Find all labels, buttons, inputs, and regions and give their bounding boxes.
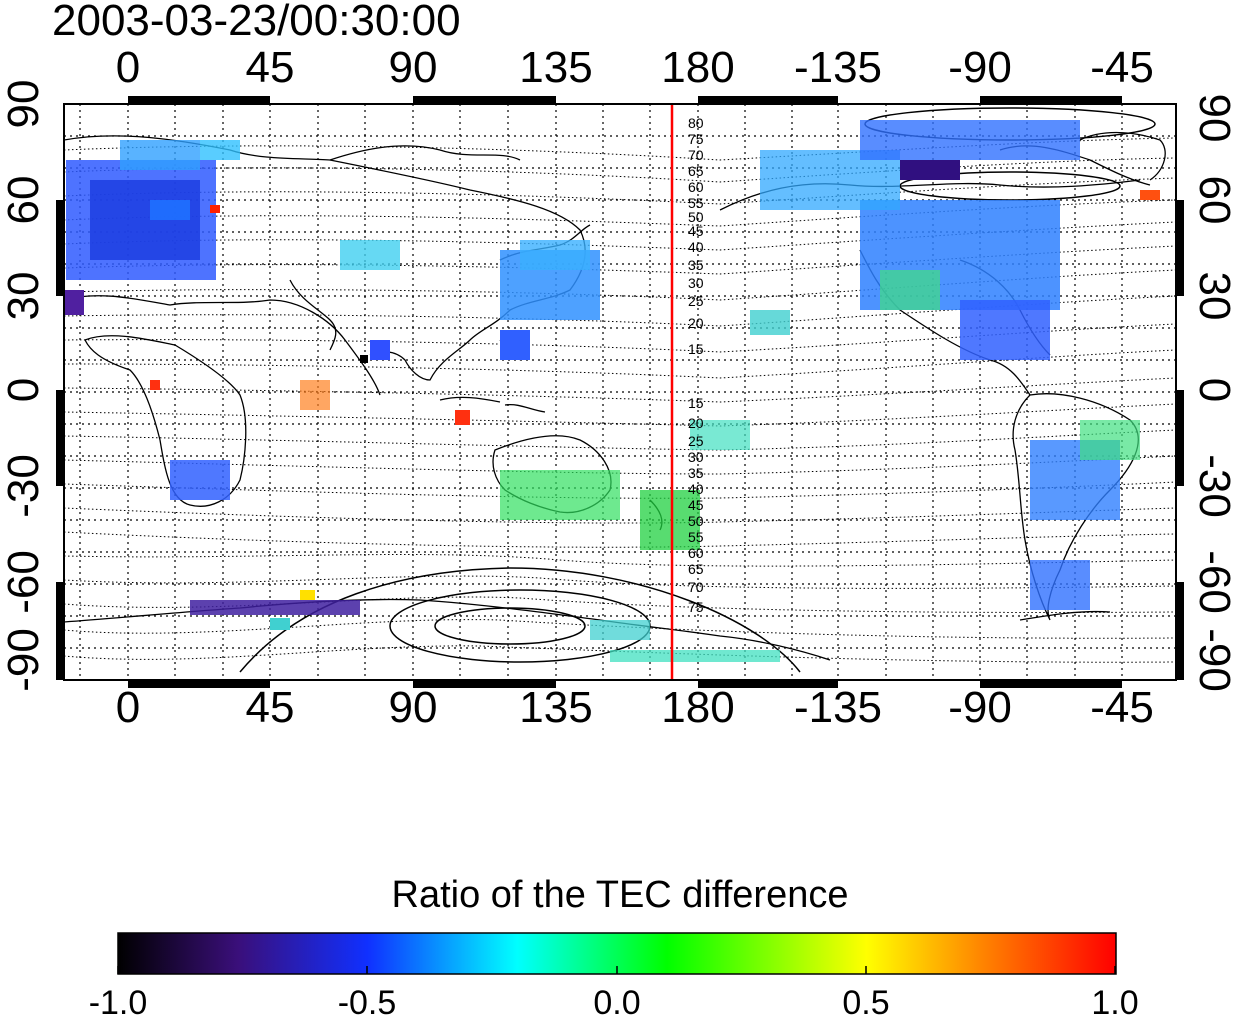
lon-tick-label-top: 45 [245,43,295,92]
contour-label: 70 [688,147,704,163]
lon-tick-label-top: 180 [661,43,735,92]
lon-tick-label-top: -135 [793,43,883,92]
contour-label: 35 [688,257,704,273]
lon-tick-label-top: -90 [948,43,1012,92]
colorbar-tick-label: 0.5 [842,984,890,1022]
frame-tick-bars [56,96,1184,688]
contour-label: 20 [688,415,704,431]
colorbar-tick-label: -1.0 [88,984,148,1022]
contour-label: 20 [688,315,704,331]
colorbar-title: Ratio of the TEC difference [391,874,849,916]
colorbar-tick-label: 1.0 [1091,984,1139,1022]
contour-label: 30 [688,275,704,291]
contour-label: 25 [688,433,704,449]
lon-tick-label-bottom: -90 [948,683,1012,732]
contour-label: 75 [688,599,704,615]
contour-label: 35 [688,465,704,481]
contour-label: 60 [688,545,704,561]
lon-tick-label-top: 135 [519,43,593,92]
contour-label: 50 [688,513,704,529]
contour-label: 70 [688,579,704,595]
lon-tick-label-bottom: 0 [115,683,141,732]
contour-label: 15 [688,341,704,357]
contour-labels-north: 80 75 70 65 60 55 50 45 40 35 30 25 20 1… [688,115,704,357]
contour-label: 30 [688,449,704,465]
lon-tick-label-bottom: 45 [245,683,295,732]
contour-label: 45 [688,497,704,513]
contour-label: 65 [688,561,704,577]
contour-label: 40 [688,239,704,255]
lon-tick-label-top: 0 [115,43,141,92]
lon-tick-label-bottom: 90 [388,683,438,732]
contour-label: 25 [688,293,704,309]
contour-label: 55 [688,529,704,545]
contour-label: 60 [688,179,704,195]
graticule [64,104,1176,680]
contour-label: 80 [688,115,704,131]
map-frame [63,103,1177,681]
tec-data-patches [64,120,1160,662]
map-timestamp-title: 2003-03-23/00:30:00 [52,0,461,45]
lon-tick-label-bottom: 135 [519,683,593,732]
lon-tick-label-top: -45 [1090,43,1154,92]
contour-label: 15 [688,395,704,411]
contour-label: 50 [688,209,704,225]
colorbar-ticks [117,966,1116,974]
contour-label: 75 [688,131,704,147]
contour-label: 55 [688,195,704,211]
lon-tick-label-top: 90 [388,43,438,92]
colorbar-tick-label: 0.0 [593,984,641,1022]
contour-label: 40 [688,481,704,497]
lon-tick-label-bottom: -135 [793,683,883,732]
contour-label: 65 [688,163,704,179]
contour-labels-south: 15 20 25 30 35 40 45 50 55 60 65 70 75 [688,395,704,615]
colorbar-tick-label: -0.5 [337,984,397,1022]
lon-tick-label-bottom: -45 [1090,683,1154,732]
lon-tick-label-bottom: 180 [661,683,735,732]
contour-label: 45 [688,223,704,239]
